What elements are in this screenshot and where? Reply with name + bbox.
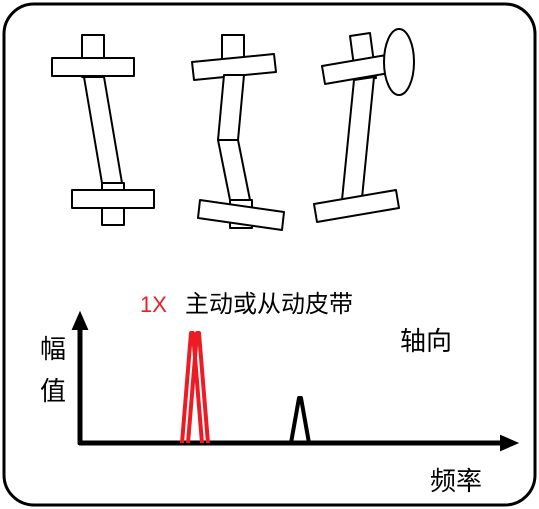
pulley-sketch-1: [52, 35, 154, 225]
label-belt: 主动或从动皮带: [185, 291, 353, 318]
y-axis-arrow-icon: [72, 311, 89, 330]
spectrum-plot: [72, 311, 520, 452]
label-amplitude-2: 值: [40, 376, 66, 406]
label-amplitude-1: 幅: [40, 334, 66, 364]
peak-2: [291, 398, 309, 443]
label-axial: 轴向: [400, 326, 452, 356]
pulley-sketch-3: [314, 29, 414, 222]
label-frequency: 频率: [430, 466, 482, 496]
pulley-sketch-2: [192, 35, 284, 230]
pulley-sketches: [52, 29, 414, 230]
label-1x: 1X: [140, 292, 167, 317]
x-axis-arrow-icon: [500, 435, 519, 452]
diagram-svg: 1X 主动或从动皮带 轴向 幅 值 频率: [0, 0, 539, 509]
diagram-frame: 1X 主动或从动皮带 轴向 幅 值 频率: [0, 0, 539, 509]
peak-1x: [182, 333, 208, 443]
